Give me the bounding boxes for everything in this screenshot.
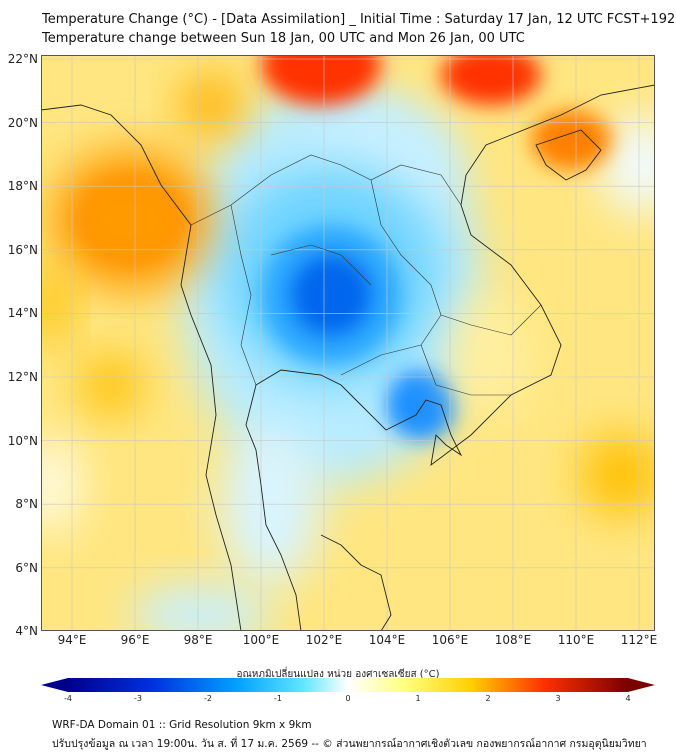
temperature-field-region <box>81 355 141 415</box>
latitude-label: 4°N <box>15 624 38 639</box>
colorbar-tick-label: 2 <box>485 694 491 703</box>
longitude-label: 94°E <box>57 633 87 647</box>
longitude-label: 100°E <box>242 633 280 647</box>
colorbar-tick-label: -1 <box>274 694 282 703</box>
latitude-label: 20°N <box>7 115 38 130</box>
temperature-field-region <box>261 55 381 105</box>
temperature-field-region <box>441 55 541 105</box>
latitude-label: 8°N <box>15 497 38 512</box>
colorbar-tick-label: -4 <box>64 694 72 703</box>
longitude-label: 106°E <box>431 633 469 647</box>
longitude-label: 96°E <box>120 633 150 647</box>
temperature-field-region <box>601 115 655 215</box>
longitude-label: 98°E <box>183 633 213 647</box>
colorbar-tick-label: 1 <box>415 694 421 703</box>
temperature-field-region <box>531 110 611 170</box>
temperature-field-region <box>451 295 531 415</box>
colorbar-title: อุณหภูมิเปลี่ยนแปลง หน่วย องศาเซลเซียส (… <box>236 669 440 680</box>
map-subtitle: Temperature change between Sun 18 Jan, 0… <box>42 31 525 46</box>
temperature-field-region <box>386 370 456 440</box>
colorbar-gradient <box>68 678 628 692</box>
colorbar <box>41 678 655 692</box>
colorbar-tick-label: 3 <box>555 694 561 703</box>
latitude-label: 10°N <box>7 433 38 448</box>
temperature-change-map <box>41 55 655 631</box>
longitude-label: 112°E <box>620 633 658 647</box>
temperature-field-region <box>581 435 655 515</box>
latitude-label: 18°N <box>7 179 38 194</box>
footer-credits: ปรับปรุงข้อมูล ณ เวลา 19:00น. วัน ส. ที่… <box>52 738 647 750</box>
temperature-field-region <box>181 75 241 135</box>
temperature-field-region <box>41 435 81 535</box>
latitude-label: 16°N <box>7 242 38 257</box>
map-frame <box>41 55 655 631</box>
colorbar-tick-label: 0 <box>345 694 351 703</box>
colorbar-min-arrow <box>41 678 68 692</box>
temperature-field-region <box>41 265 71 345</box>
temperature-field-region <box>291 255 371 335</box>
latitude-label: 14°N <box>7 306 38 321</box>
footer-model-info: WRF-DA Domain 01 :: Grid Resolution 9km … <box>52 719 312 731</box>
colorbar-tick-label: -2 <box>204 694 212 703</box>
colorbar-tick-label: 4 <box>625 694 631 703</box>
latitude-label: 12°N <box>7 370 38 384</box>
latitude-label: 6°N <box>15 560 38 575</box>
map-title: Temperature Change (°C) - [Data Assimila… <box>42 12 676 27</box>
longitude-label: 104°E <box>368 633 406 647</box>
longitude-label: 102°E <box>305 633 343 647</box>
temperature-field-region <box>221 425 321 585</box>
latitude-label: 22°N <box>7 52 38 66</box>
colorbar-tick-label: -3 <box>134 694 142 703</box>
longitude-label: 108°E <box>494 633 532 647</box>
coastlines <box>41 84 655 631</box>
colorbar-max-arrow <box>628 678 655 692</box>
borders <box>190 154 542 396</box>
temperature-field-region <box>51 150 211 290</box>
longitude-label: 110°E <box>557 633 595 647</box>
